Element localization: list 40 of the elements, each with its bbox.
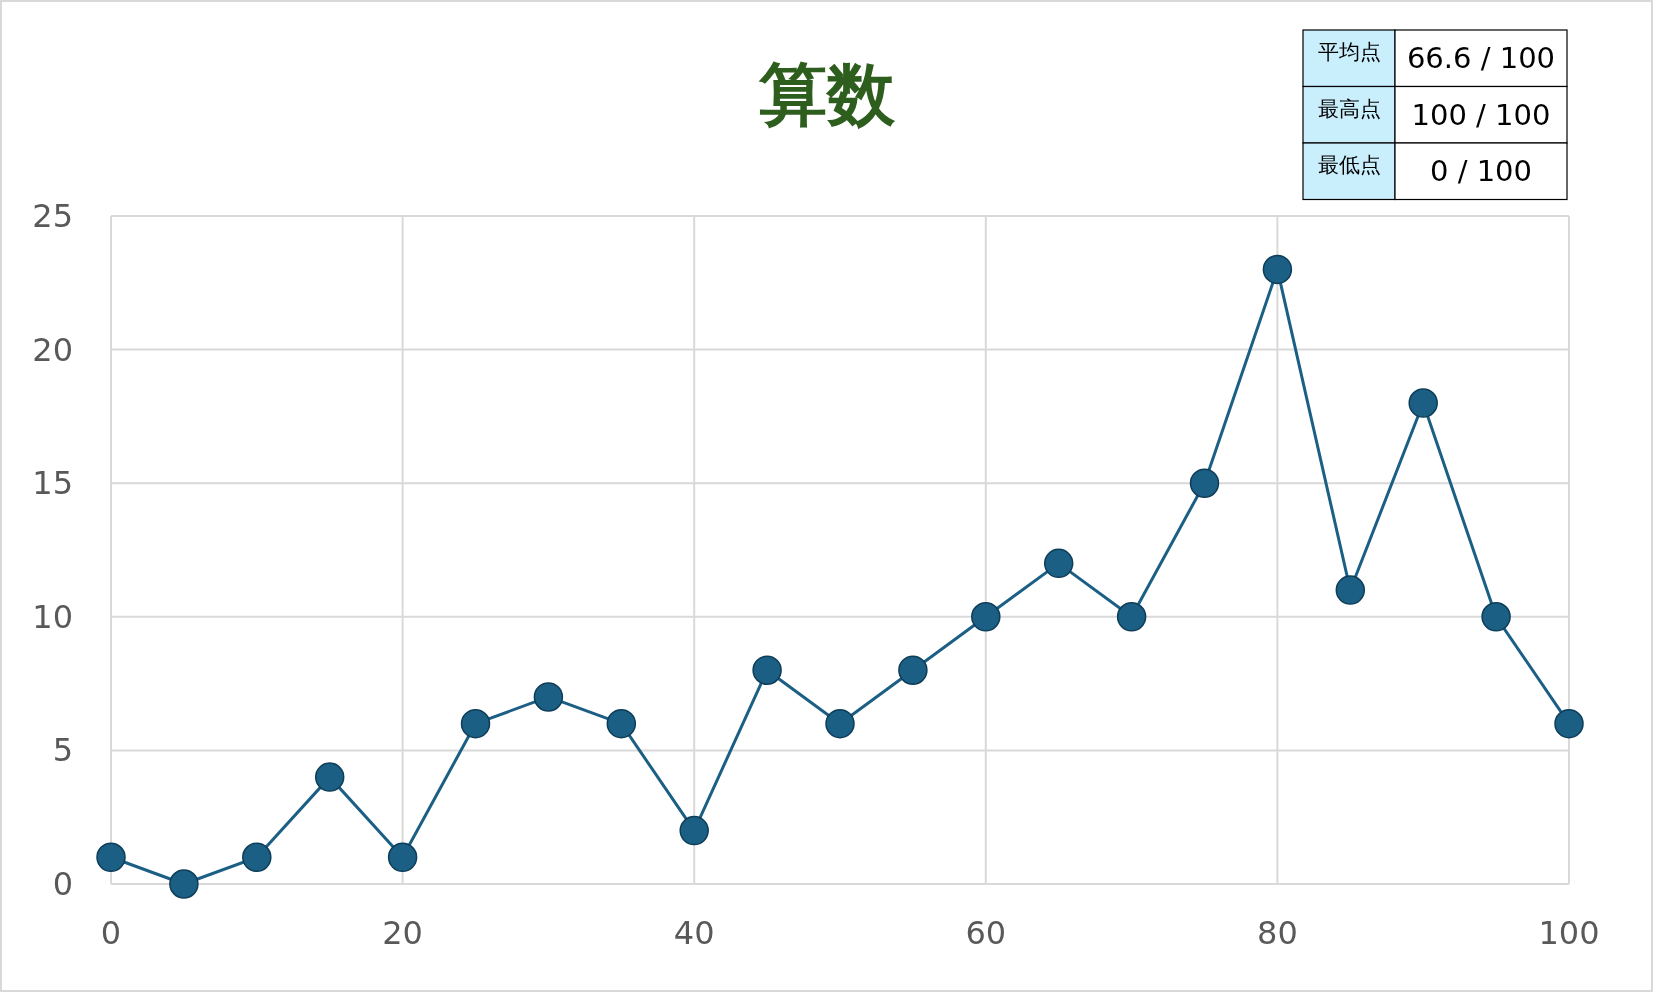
point bbox=[606, 708, 637, 739]
point bbox=[752, 655, 782, 685]
text: 0 / 100 bbox=[1429, 154, 1533, 188]
point bbox=[825, 708, 855, 739]
x-tick-label: 20 bbox=[382, 914, 423, 952]
point bbox=[1116, 602, 1147, 632]
point bbox=[898, 655, 928, 685]
point bbox=[533, 682, 564, 712]
x-tick-label: 0 bbox=[100, 914, 122, 952]
point bbox=[96, 842, 126, 873]
point bbox=[1335, 575, 1366, 605]
point bbox=[1554, 708, 1584, 739]
chart-title: 算数 bbox=[758, 55, 896, 134]
y-tick-label: 0 bbox=[52, 865, 73, 903]
point bbox=[169, 869, 199, 899]
point bbox=[387, 842, 418, 873]
y-tick-label: 20 bbox=[32, 330, 73, 369]
point bbox=[314, 762, 345, 792]
text: 100 / 100 bbox=[1411, 97, 1551, 132]
point bbox=[1189, 468, 1220, 498]
point bbox=[1408, 388, 1438, 418]
y-tick-label: 5 bbox=[52, 731, 73, 770]
point bbox=[971, 602, 1001, 632]
x-tick-label: 100 bbox=[1538, 914, 1600, 952]
point bbox=[242, 842, 272, 873]
x-tick-label: 60 bbox=[965, 914, 1007, 952]
text: 平均点 bbox=[1317, 40, 1381, 64]
text: 最低点 bbox=[1317, 153, 1381, 177]
point bbox=[460, 708, 491, 739]
y-tick-label: 10 bbox=[32, 597, 73, 636]
x-tick-label: 40 bbox=[673, 914, 715, 952]
text: 最高点 bbox=[1317, 96, 1381, 121]
point bbox=[1043, 548, 1074, 579]
point bbox=[1481, 602, 1511, 632]
x-tick-label: 80 bbox=[1257, 914, 1298, 952]
y-tick-label: 25 bbox=[32, 197, 73, 235]
point bbox=[679, 815, 709, 846]
text: 66.6 / 100 bbox=[1406, 41, 1556, 75]
y-tick-label: 15 bbox=[32, 464, 73, 503]
point bbox=[1262, 254, 1293, 285]
